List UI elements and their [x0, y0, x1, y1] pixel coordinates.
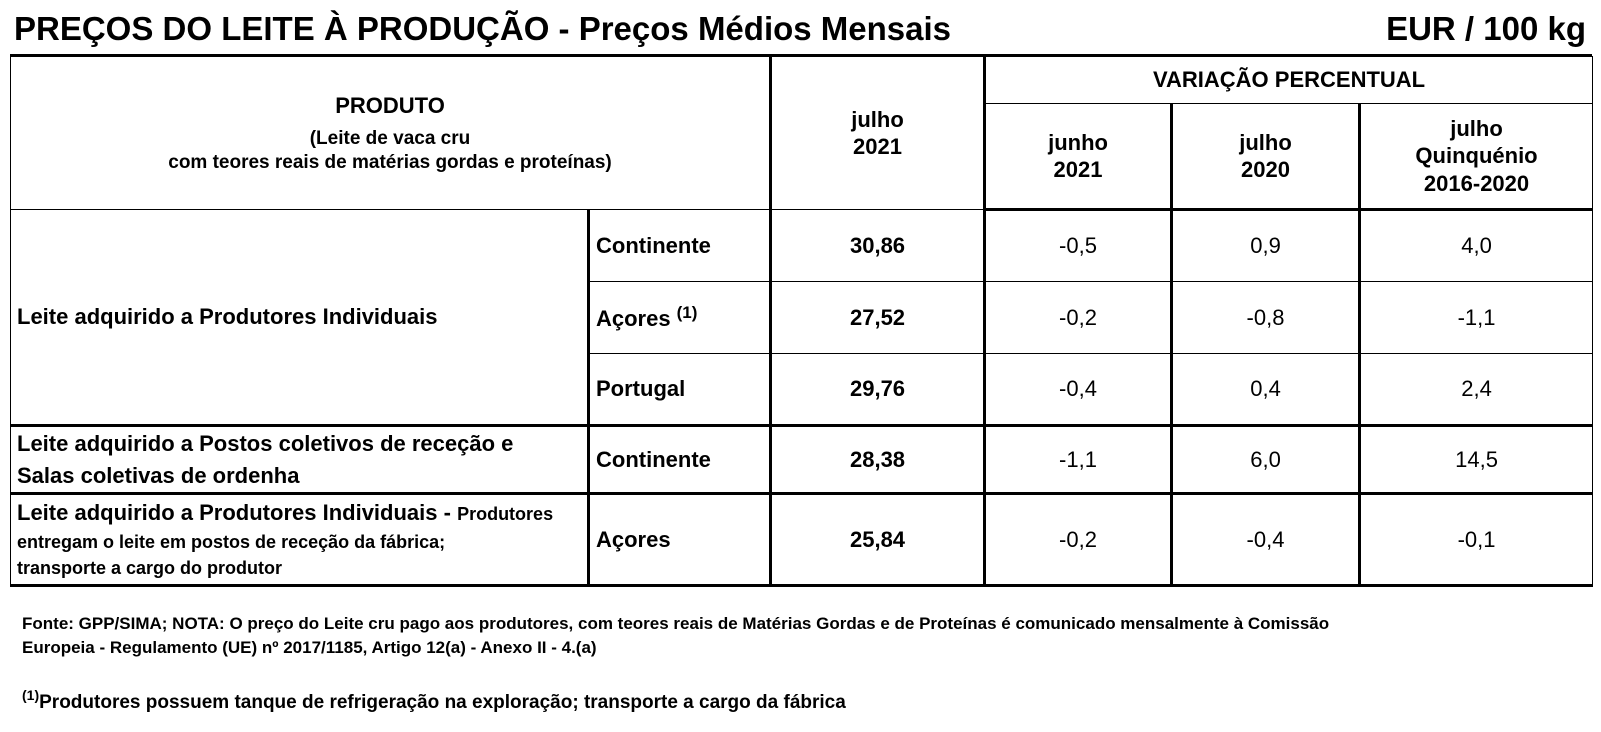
var-cell: -0,2 — [983, 493, 1173, 587]
region-cell: Portugal — [586, 353, 772, 427]
header-col-2-line2: 2020 — [1241, 157, 1290, 182]
header-col-1: junho 2021 — [983, 103, 1173, 211]
header-produto-desc-1: (Leite de vaca cru — [309, 128, 471, 149]
price-cell: 28,38 — [769, 425, 986, 495]
footnote-marker: (1) — [676, 303, 698, 323]
var-cell: 4,0 — [1358, 209, 1594, 282]
group-label-produtores-individuais: Leite adquirido a Produtores Individuais — [10, 209, 589, 427]
table-row: Açores (1) 27,52 -0,2 -0,8 -1,1 — [11, 281, 1594, 354]
source-note-line2: Europeia - Regulamento (UE) nº 2017/1185… — [22, 638, 597, 657]
unit-label: EUR / 100 kg — [1386, 10, 1586, 47]
table-row: Leite adquirido a Produtores Individuais… — [10, 493, 1594, 587]
price-cell: 29,76 — [769, 353, 986, 427]
header-col-3: julho Quinquénio 2016-2020 — [1358, 103, 1594, 211]
table-row: Portugal 29,76 -0,4 0,4 2,4 — [11, 353, 1594, 427]
footnote-text: Produtores possuem tanque de refrigeraçã… — [39, 692, 846, 713]
var-cell: 14,5 — [1358, 425, 1594, 495]
header-col-3-line3: 2016-2020 — [1423, 170, 1530, 196]
var-cell: -1,1 — [1358, 281, 1594, 354]
table-row: Leite adquirido a Produtores Individuais… — [10, 209, 1594, 427]
var-cell: 0,4 — [1170, 353, 1361, 427]
price-cell: 25,84 — [769, 493, 986, 587]
region-cell: Açores (1) — [586, 281, 772, 354]
header-main-period: julho 2021 — [769, 56, 986, 210]
table-row: Leite adquirido a Postos coletivos de re… — [10, 425, 1594, 495]
source-note: Fonte: GPP/SIMA; NOTA: O preço do Leite … — [22, 612, 1582, 660]
header-produto-desc-2: com teores reais de matérias gordas e pr… — [168, 151, 612, 173]
header-main-month: julho — [851, 106, 904, 132]
var-cell: -0,5 — [983, 209, 1173, 282]
region-cell: Açores — [586, 493, 772, 587]
price-cell: 27,52 — [769, 281, 986, 354]
var-cell: -0,4 — [1170, 493, 1361, 587]
header-main-year: 2021 — [853, 134, 902, 159]
header-col-2-line1: julho — [1239, 129, 1292, 155]
title-divider — [10, 54, 1592, 57]
group-label-postos-coletivos: Leite adquirido a Postos coletivos de re… — [10, 425, 589, 495]
header-col-1-line1: junho — [1048, 129, 1108, 155]
page-title: PREÇOS DO LEITE À PRODUÇÃO - Preços Médi… — [14, 8, 1586, 50]
var-cell: -0,4 — [983, 353, 1173, 427]
source-note-line1: Fonte: GPP/SIMA; NOTA: O preço do Leite … — [22, 614, 1330, 633]
var-cell: 6,0 — [1170, 425, 1361, 495]
footnote: (1)Produtores possuem tanque de refriger… — [22, 682, 846, 716]
price-table: PRODUTO (Leite de vaca cru com teores re… — [9, 56, 1594, 587]
header-produto: PRODUTO (Leite de vaca cru com teores re… — [9, 56, 772, 210]
title-text: PREÇOS DO LEITE À PRODUÇÃO - Preços Médi… — [14, 10, 952, 47]
var-cell: -0,2 — [983, 281, 1173, 354]
var-cell: 0,9 — [1170, 209, 1361, 282]
region-cell: Continente — [586, 209, 772, 282]
header-col-2: julho 2020 — [1170, 103, 1361, 211]
var-cell: 2,4 — [1358, 353, 1594, 427]
price-cell: 30,86 — [769, 209, 986, 282]
var-cell: -0,1 — [1358, 493, 1594, 587]
header-col-3-line1: julho — [1450, 115, 1503, 141]
footnote-mark: (1) — [22, 687, 40, 703]
group-label-produtores-posto-fabrica: Leite adquirido a Produtores Individuais… — [10, 493, 589, 587]
header-col-3-line2: Quinquénio — [1415, 143, 1538, 169]
header-col-1-line2: 2021 — [1053, 157, 1103, 182]
header-variacao: VARIAÇÃO PERCENTUAL — [983, 56, 1594, 104]
var-cell: -1,1 — [983, 425, 1173, 495]
region-cell: Continente — [586, 425, 772, 495]
var-cell: -0,8 — [1170, 281, 1361, 354]
header-produto-title: PRODUTO — [335, 92, 445, 118]
